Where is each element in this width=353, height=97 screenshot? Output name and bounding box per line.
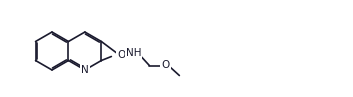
Text: NH: NH [126, 48, 141, 58]
Text: N: N [81, 65, 89, 75]
Text: O: O [161, 61, 169, 71]
Text: OH: OH [117, 51, 133, 61]
